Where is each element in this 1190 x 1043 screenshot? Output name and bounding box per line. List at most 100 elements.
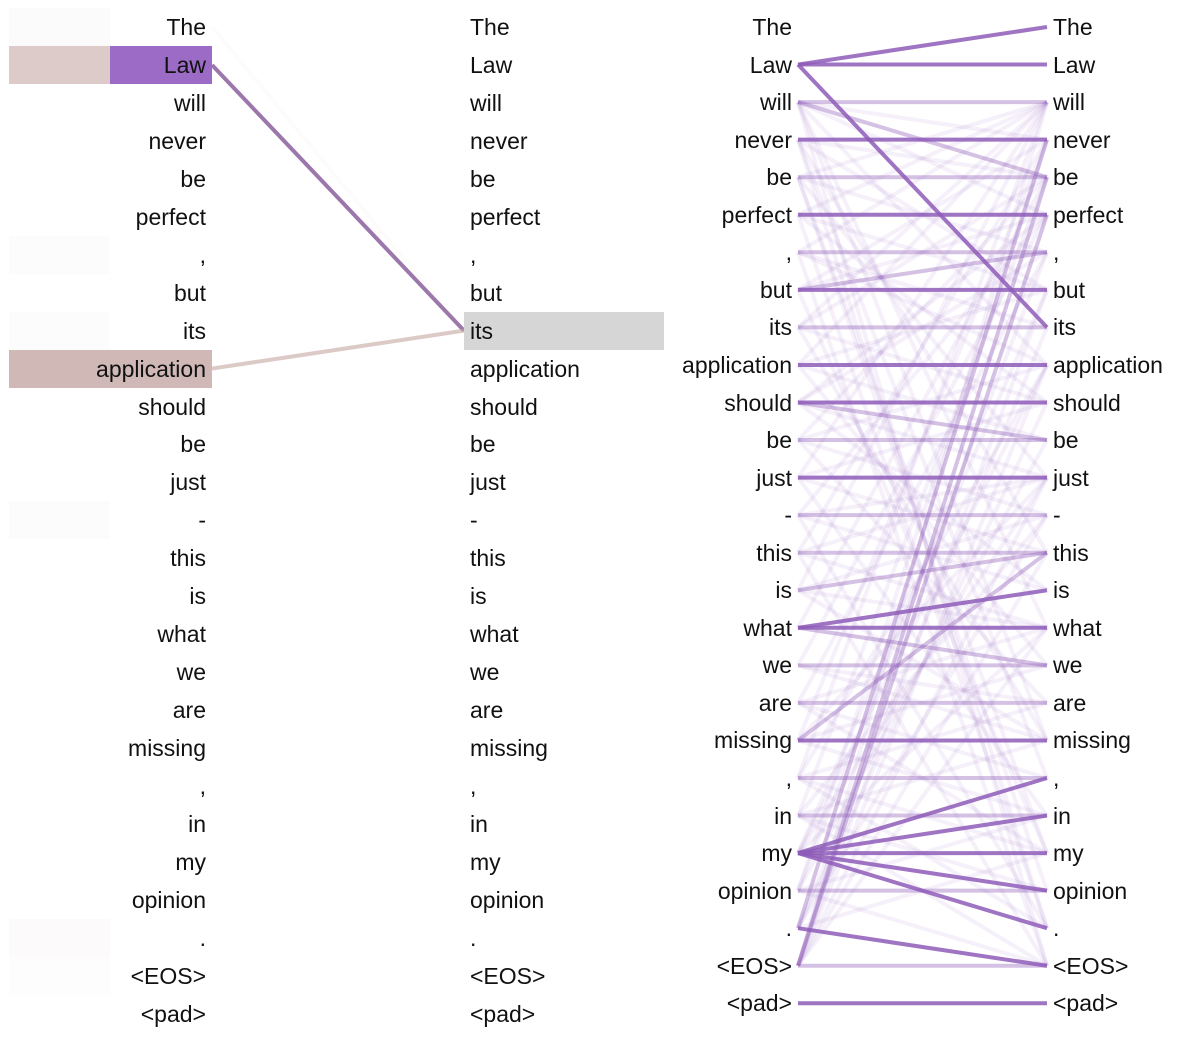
- p2-source-token: missing: [714, 727, 792, 754]
- p1-source-token: in: [188, 810, 206, 837]
- p2-target-token: The: [1053, 14, 1093, 40]
- faint-link: [797, 513, 1048, 593]
- p2-target-token: <pad>: [1053, 990, 1119, 1017]
- source-weight-box: [9, 8, 110, 46]
- faint-link: [796, 326, 1049, 742]
- p2-source-token: be: [766, 164, 792, 191]
- faint-link: [796, 476, 1049, 855]
- strong-link: [797, 813, 1048, 856]
- p1-source-token: are: [172, 697, 206, 724]
- p2-target-token: ,: [1053, 765, 1060, 791]
- p1-source-token: this: [170, 545, 206, 572]
- p1-source-token: is: [189, 583, 206, 610]
- p2-target-token: just: [1053, 464, 1089, 491]
- p2-source-token: be: [766, 427, 792, 454]
- faint-link: [796, 175, 1049, 442]
- p1-target-token: ,: [470, 241, 477, 268]
- p2-target-token: are: [1053, 689, 1087, 716]
- p1-target-token: opinion: [470, 886, 545, 913]
- p2-source-token: Law: [749, 51, 792, 78]
- faint-link: [796, 514, 1049, 930]
- p2-source-token: this: [756, 539, 792, 566]
- source-weight-box: [9, 236, 110, 274]
- p2-target-token: opinion: [1053, 877, 1128, 904]
- faint-link: [797, 250, 1048, 367]
- p1-target-token: <EOS>: [470, 962, 546, 989]
- faint-link: [796, 701, 1049, 855]
- faint-link: [796, 588, 1049, 743]
- faint-link: [796, 138, 1049, 742]
- p1-source-token: we: [176, 659, 206, 686]
- p2-source-token: will: [760, 89, 792, 116]
- p2-source-token: are: [758, 689, 792, 716]
- p1-target-token: <pad>: [470, 1000, 536, 1027]
- faint-link: [797, 625, 1048, 705]
- p1-source-token: <pad>: [140, 1000, 206, 1027]
- p2-source-token: <pad>: [726, 990, 792, 1017]
- faint-link: [796, 214, 1049, 929]
- faint-link: [797, 100, 1048, 217]
- p1-target-token: .: [470, 924, 477, 951]
- faint-link: [796, 213, 1049, 405]
- medium-link: [797, 550, 1048, 593]
- p1-source-token: will: [174, 89, 206, 116]
- token-weight-box: [110, 45, 212, 84]
- p1-target-token: ,: [470, 773, 477, 799]
- p2-target-token: we: [1053, 652, 1083, 679]
- p1-target-token: what: [470, 621, 519, 648]
- faint-link: [796, 139, 1049, 929]
- p2-source-token: perfect: [721, 201, 792, 228]
- p1-source-token: its: [183, 317, 206, 344]
- faint-link: [797, 663, 1048, 743]
- p2-source-token: -: [784, 502, 792, 529]
- faint-link: [796, 100, 1049, 255]
- faint-link: [797, 400, 1048, 480]
- p1-source-token: but: [174, 279, 206, 306]
- p2-source-token: its: [769, 314, 792, 341]
- faint-link: [796, 400, 1049, 592]
- p1-target-token: application: [470, 355, 580, 382]
- attention-line: [211, 328, 465, 371]
- p2-target-token: what: [1053, 614, 1102, 641]
- p1-source-token: -: [198, 507, 206, 534]
- faint-link: [796, 513, 1049, 817]
- p1-target-token: is: [470, 583, 487, 610]
- p2-target-token: in: [1053, 802, 1071, 829]
- faint-link: [796, 289, 1049, 854]
- p1-source-token: just: [170, 469, 206, 496]
- faint-link: [797, 663, 1048, 705]
- p1-source-token: missing: [128, 735, 206, 762]
- p2-source-token: <EOS>: [716, 952, 792, 979]
- faint-link: [796, 100, 1049, 367]
- faint-link: [796, 175, 1049, 479]
- p2-source-token: in: [774, 802, 792, 829]
- p1-target-token: this: [470, 545, 506, 572]
- faint-link: [796, 138, 1049, 554]
- p1-source-token: my: [175, 848, 206, 875]
- p1-target-token: my: [470, 848, 501, 875]
- faint-link: [796, 289, 1049, 854]
- faint-link: [796, 101, 1049, 967]
- p2-target-token: application: [1053, 351, 1163, 378]
- medium-link: [796, 139, 1049, 929]
- p1-source-token: The: [166, 14, 206, 40]
- p1-target-token: never: [470, 127, 528, 154]
- p2-target-token: Law: [1053, 51, 1096, 78]
- p2-target-token: <EOS>: [1053, 952, 1129, 979]
- p2-source-token: my: [761, 840, 792, 867]
- p2-target-token: -: [1053, 502, 1061, 529]
- p1-target-token: just: [470, 469, 506, 496]
- p1-target-token: missing: [470, 735, 548, 762]
- p2-target-token: is: [1053, 577, 1070, 604]
- strong-link: [797, 776, 1048, 856]
- faint-link: [797, 550, 1048, 630]
- p1-target-token: be: [470, 165, 496, 192]
- p1-source-token: ,: [199, 241, 206, 268]
- medium-link: [797, 250, 1048, 292]
- faint-link: [797, 475, 1048, 555]
- faint-link: [797, 513, 1048, 593]
- p2-source-token: never: [734, 126, 792, 153]
- p2-source-token: we: [762, 652, 792, 679]
